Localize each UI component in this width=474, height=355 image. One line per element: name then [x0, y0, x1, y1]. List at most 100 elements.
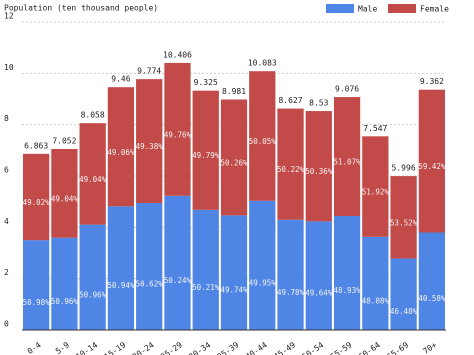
total-label: 7.547	[363, 124, 387, 133]
share-label: 50.94%	[107, 281, 135, 290]
share-label: 50.24%	[164, 276, 192, 285]
share-label: 49.04%	[79, 175, 107, 184]
x-tick-label: 30-34	[187, 340, 212, 355]
total-label: 9.362	[420, 77, 444, 86]
legend-label: Female	[420, 5, 449, 14]
bar-segment	[362, 236, 389, 330]
x-tick-label: 60-64	[357, 340, 382, 355]
bar-segment	[192, 90, 219, 210]
x-tick-label: 5-9	[54, 340, 71, 355]
share-label: 49.02%	[23, 198, 51, 207]
bar-segment	[305, 221, 332, 330]
total-label: 10.083	[248, 59, 277, 68]
x-tick-label: 40-44	[244, 340, 269, 355]
x-tick-label: 15-19	[103, 340, 128, 355]
y-tick-label: 12	[4, 12, 14, 21]
share-label: 50.62%	[136, 280, 164, 289]
y-tick-label: 0	[4, 320, 9, 329]
share-label: 51.92%	[362, 188, 390, 197]
share-label: 46.48%	[390, 307, 418, 316]
x-tick-label: 50-54	[300, 340, 325, 355]
total-label: 8.627	[278, 96, 302, 105]
share-label: 50.05%	[249, 137, 277, 146]
y-tick-label: 2	[4, 268, 9, 277]
bar-segment	[390, 258, 417, 330]
share-label: 50.36%	[305, 167, 333, 176]
x-tick-label: 70+	[421, 340, 438, 355]
total-label: 9.774	[137, 67, 161, 76]
y-tick-label: 10	[4, 63, 14, 72]
bar-segment	[333, 97, 361, 217]
bar-segment	[333, 216, 361, 330]
bar-segment	[220, 99, 248, 216]
bar-segment	[107, 87, 135, 207]
share-label: 50.21%	[192, 283, 220, 292]
share-label: 49.04%	[51, 194, 79, 203]
total-label: 9.325	[194, 78, 218, 87]
x-tick-label: 45-49	[272, 340, 297, 355]
bar-segment	[277, 108, 304, 220]
x-tick-label: 55-59	[329, 340, 354, 355]
bar-segment	[51, 148, 78, 238]
total-label: 10.406	[163, 50, 192, 59]
chart-title: Population (ten thousand people)	[4, 4, 158, 13]
x-tick-label: 65-69	[385, 340, 410, 355]
share-label: 49.06%	[107, 148, 135, 157]
bar-segment	[418, 89, 445, 233]
total-label: 5.996	[392, 164, 416, 173]
y-tick-label: 8	[4, 114, 9, 123]
share-label: 51.07%	[334, 158, 362, 167]
y-tick-label: 6	[4, 166, 9, 175]
bar-segment	[79, 224, 106, 330]
share-label: 50.96%	[51, 297, 79, 306]
share-label: 50.96%	[79, 290, 107, 299]
x-tick-label: 20-24	[131, 340, 156, 355]
bar-segment	[192, 209, 219, 330]
y-tick-label: 4	[4, 217, 9, 226]
bar-segment	[220, 215, 248, 330]
share-label: 49.95%	[249, 278, 277, 287]
total-label: 6.863	[24, 141, 48, 150]
bar-segment	[418, 232, 445, 330]
total-label: 8.53	[309, 99, 328, 108]
bar-segment	[136, 203, 163, 330]
bar-segment	[51, 237, 78, 330]
bar-segment	[362, 136, 389, 237]
total-label: 9.076	[335, 85, 359, 94]
share-label: 49.76%	[164, 130, 192, 139]
bar-segment	[79, 123, 106, 225]
x-tick-label: 10-14	[74, 340, 99, 355]
share-label: 49.78%	[277, 288, 305, 297]
bar-segment	[23, 153, 50, 241]
bar-segment	[164, 62, 191, 196]
legend-label: Male	[358, 5, 377, 14]
share-label: 50.26%	[220, 158, 248, 167]
legend-swatch	[326, 4, 354, 13]
share-label: 49.79%	[192, 151, 220, 160]
share-label: 59.42%	[418, 162, 446, 171]
x-tick-label: 25-29	[159, 340, 184, 355]
bar-segment	[107, 206, 135, 330]
share-label: 50.22%	[277, 165, 305, 174]
bar-segment	[136, 79, 163, 204]
bar-segment	[249, 71, 276, 201]
bar-segment	[249, 200, 276, 330]
share-label: 48.08%	[362, 296, 390, 305]
legend-swatch	[388, 4, 416, 13]
total-label: 8.058	[81, 111, 105, 120]
share-label: 49.64%	[305, 289, 333, 298]
bar-segment	[277, 219, 304, 330]
share-label: 50.98%	[23, 298, 51, 307]
share-label: 49.74%	[220, 286, 248, 295]
bar-segment	[305, 111, 332, 222]
share-label: 40.58%	[418, 294, 446, 303]
share-label: 48.93%	[334, 286, 362, 295]
total-label: 8.981	[222, 87, 246, 96]
share-label: 53.52%	[390, 218, 418, 227]
total-label: 9.46	[111, 75, 130, 84]
bar-segment	[390, 176, 417, 259]
bar-segment	[23, 240, 50, 330]
x-tick-label: 0-4	[26, 340, 43, 355]
x-tick-label: 35-39	[216, 340, 241, 355]
